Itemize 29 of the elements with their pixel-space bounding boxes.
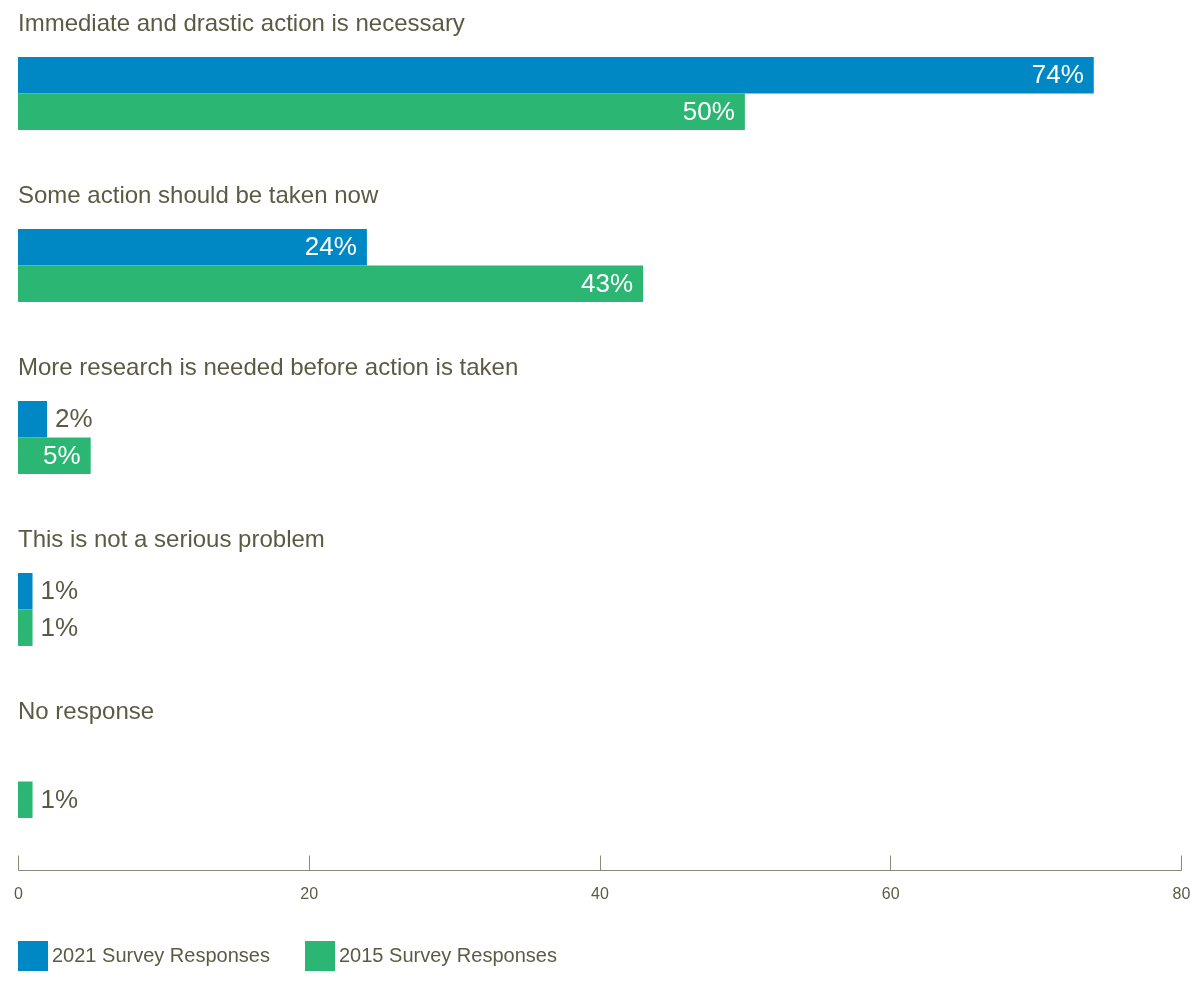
bar [18, 573, 33, 610]
bar [18, 93, 745, 130]
data-label: 5% [43, 439, 81, 470]
x-tick-label: 60 [881, 884, 900, 902]
data-label: 1% [40, 575, 79, 606]
y-tick-label: Some action should be taken now [18, 181, 379, 208]
x-tick-label: 0 [14, 884, 24, 902]
legend-label: 2021 Survey Responses [52, 944, 270, 966]
data-label: 1% [40, 611, 79, 642]
x-tick-label: 20 [300, 884, 319, 902]
y-tick-label: Immediate and drastic action is necessary [18, 9, 465, 36]
x-tick-label: 80 [1172, 884, 1190, 902]
data-label: 74% [1031, 59, 1084, 90]
bar [18, 57, 1094, 94]
bar [18, 609, 33, 646]
bar [18, 265, 644, 302]
x-tick-label: 40 [591, 884, 609, 902]
y-tick-label: This is not a serious problem [18, 525, 325, 552]
data-label: 43% [581, 267, 634, 298]
legend-label: 2015 Survey Responses [339, 944, 557, 966]
data-label: 2% [55, 403, 93, 434]
data-label: 24% [304, 231, 357, 262]
bar [18, 401, 48, 438]
data-label: 50% [682, 95, 735, 126]
y-tick-label: More research is needed before action is taken [18, 353, 519, 380]
data-label: 1% [40, 783, 79, 814]
bar [18, 229, 367, 266]
bar [18, 781, 33, 818]
y-tick-label: No response [18, 697, 155, 724]
